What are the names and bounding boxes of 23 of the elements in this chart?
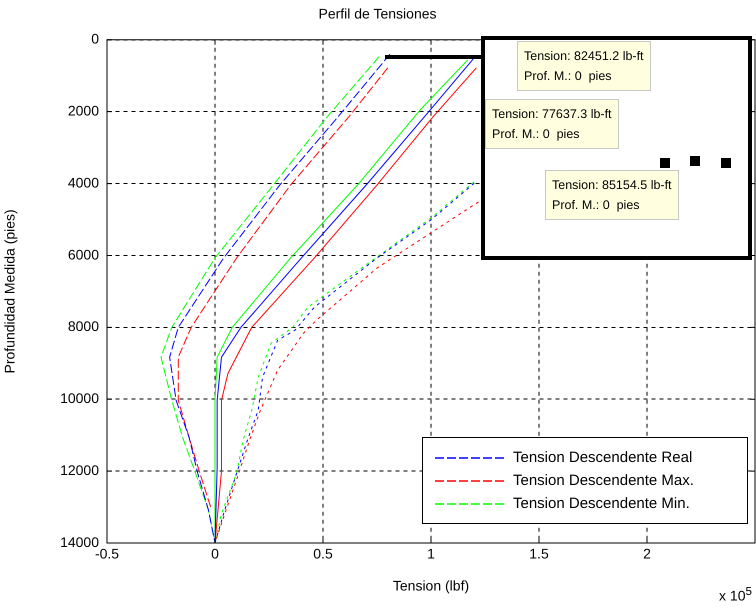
annotation: Tension: 85154.5 lb-ft Prof. M.: 0 pies <box>545 170 679 220</box>
y-tick-label: 6000 <box>68 246 100 262</box>
x-tick-label: 1.5 <box>529 545 549 562</box>
legend-label: Tension Descendente Real <box>513 449 692 466</box>
chart-title: Perfil de Tensiones <box>318 5 437 22</box>
legend-label: Tension Descendente Min. <box>513 495 690 512</box>
text: x 10$^{5}$ <box>719 585 752 604</box>
x-tick-label: 0 <box>211 545 220 562</box>
x-axis-title: Tension (lbf) <box>392 577 470 594</box>
y-tick-label: 2000 <box>68 102 100 119</box>
y-tick-label: 4000 <box>68 174 100 190</box>
y-tick-label: 0 <box>91 30 100 47</box>
annotation: Tension: 77637.3 lb-ft Prof. M.: 0 pies <box>485 99 619 149</box>
y-tick-label: 8000 <box>68 318 100 334</box>
annotation: Tension: 82451.2 lb-ft Prof. M.: 0 pies <box>517 41 651 91</box>
x-tick-label: 0.5 <box>313 545 333 562</box>
legend-label: Tension Descendente Max. <box>513 472 694 489</box>
x-tick-label: 2 <box>643 545 652 562</box>
x-tick-label: 1 <box>427 545 436 562</box>
y-tick-label: 14000 <box>60 534 100 550</box>
y-tick-label: 12000 <box>60 462 100 478</box>
y-axis-title: Profundidad Medida (pies) <box>1 209 18 374</box>
y-tick-label: 10000 <box>60 390 100 406</box>
